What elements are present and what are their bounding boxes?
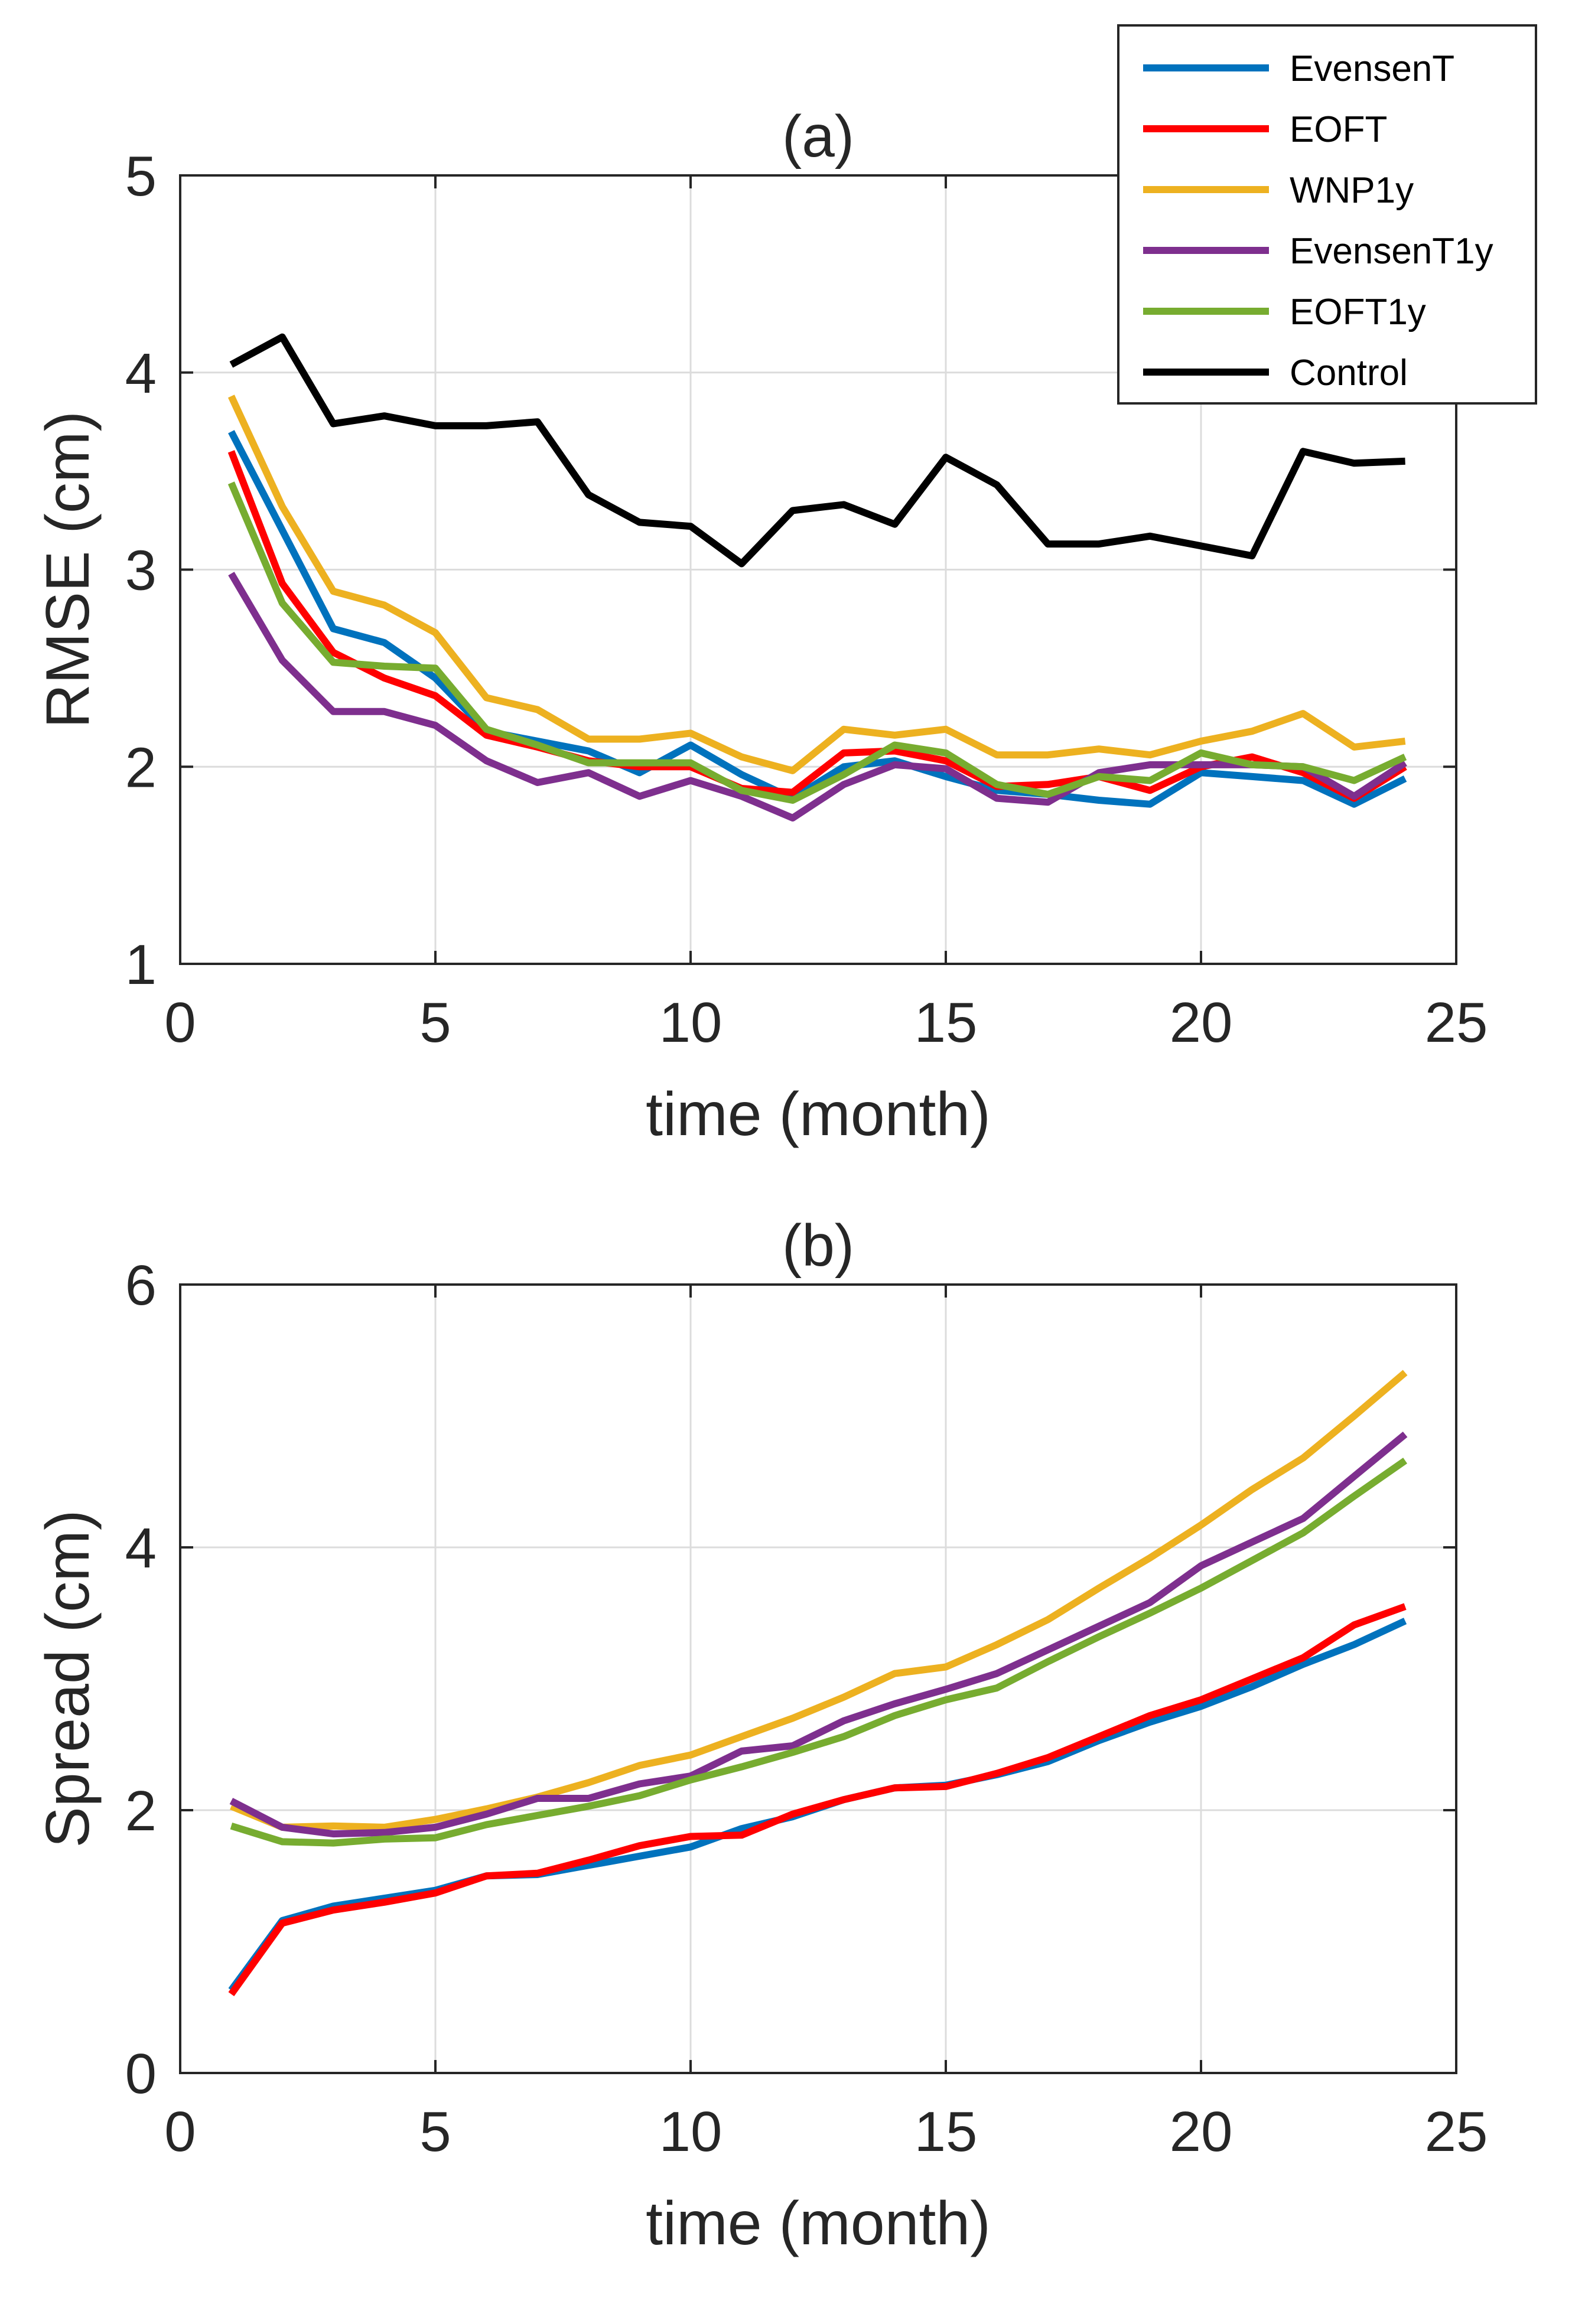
panel-a-x-tick-label-0: 0 bbox=[164, 991, 196, 1054]
panel-b-series bbox=[228, 1370, 1408, 1997]
panel-a-x-tick-label-5: 5 bbox=[419, 991, 451, 1054]
legend: EvensenT EOFT WNP1y EvensenT1y EOFT1y Control bbox=[1117, 24, 1537, 405]
panel-a-series bbox=[227, 333, 1407, 822]
panel-a-series-evensent-line bbox=[228, 430, 1407, 808]
panel-a-x-tick-label-10: 10 bbox=[659, 991, 722, 1054]
panel-b-series-evensent1y-line bbox=[229, 1431, 1408, 1838]
legend-label-evensent: EvensenT bbox=[1290, 48, 1454, 89]
panel-b-chart: 0 5 10 15 20 25 0 2 4 6 (b) time (month) Spread (… bbox=[34, 1212, 1488, 2258]
panel-a-chart: 0 5 10 15 20 25 1 2 3 4 5 (a) time (month) RMSE (c… bbox=[34, 24, 1537, 1149]
panel-b-x-tick-label-0: 0 bbox=[164, 2100, 196, 2163]
panel-b-y-tick-label-6: 6 bbox=[125, 1254, 157, 1317]
legend-label-eoft1y: EOFT1y bbox=[1290, 292, 1426, 333]
panel-b-series-eoft-line bbox=[228, 1603, 1407, 1997]
panel-a-y-tick-label-5: 5 bbox=[125, 145, 157, 208]
panel-a-y-tick-label-4: 4 bbox=[125, 342, 157, 405]
panel-a-series-evensent1y-line bbox=[228, 572, 1407, 822]
panel-a-x-tick-label-20: 20 bbox=[1170, 991, 1233, 1054]
panel-b-x-tick-label-5: 5 bbox=[419, 2100, 451, 2163]
panel-a-title: (a) bbox=[782, 103, 854, 170]
panel-a-x-tick-label-15: 15 bbox=[914, 991, 978, 1054]
panel-a-series-wnp1y-line bbox=[227, 395, 1406, 774]
panel-b-series-eoft1y-line bbox=[230, 1458, 1408, 1847]
panel-b-axes-box bbox=[179, 1283, 1457, 2074]
panel-b-x-tick-label-20: 20 bbox=[1170, 2100, 1233, 2163]
panel-b-x-tick-label-10: 10 bbox=[659, 2100, 722, 2163]
legend-box bbox=[1117, 24, 1537, 405]
panel-a-y-tick-label-1: 1 bbox=[125, 933, 157, 996]
panel-a-y-axis-label: RMSE (cm) bbox=[34, 411, 102, 728]
panel-b-y-tick-label-0: 0 bbox=[125, 2042, 157, 2105]
panel-b-x-axis-label: time (month) bbox=[646, 2189, 991, 2258]
panel-a-series-eoft1y-line bbox=[227, 481, 1407, 804]
panel-b-y-tick-label-2: 2 bbox=[125, 1779, 157, 1843]
legend-label-control: Control bbox=[1290, 353, 1408, 393]
panel-b-title: (b) bbox=[782, 1212, 854, 1279]
panel-a-x-tick-label-25: 25 bbox=[1425, 991, 1488, 1054]
panel-a-y-tick-label-2: 2 bbox=[125, 736, 157, 799]
panel-a-ticks: 0 5 10 15 20 25 1 2 3 4 5 bbox=[125, 145, 1488, 1054]
legend-label-evensent1y: EvensenT1y bbox=[1290, 231, 1493, 272]
panel-b-grid bbox=[180, 1285, 1456, 2073]
panel-a-x-axis-label: time (month) bbox=[646, 1080, 991, 1149]
legend-label-wnp1y: WNP1y bbox=[1290, 170, 1414, 211]
panel-a-y-tick-label-3: 3 bbox=[125, 539, 157, 602]
panel-b-x-tick-label-15: 15 bbox=[914, 2100, 978, 2163]
panel-b-x-tick-label-25: 25 bbox=[1425, 2100, 1488, 2163]
panel-b-ticks: 0 5 10 15 20 25 0 2 4 6 bbox=[125, 1254, 1488, 2163]
panel-a-series-control-line bbox=[229, 333, 1405, 568]
panel-b-y-axis-label: Spread (cm) bbox=[34, 1510, 102, 1847]
panel-b-y-tick-label-4: 4 bbox=[125, 1517, 157, 1580]
legend-label-eoft: EOFT bbox=[1290, 109, 1387, 150]
panel-b-series-wnp1y-line bbox=[230, 1370, 1408, 1831]
